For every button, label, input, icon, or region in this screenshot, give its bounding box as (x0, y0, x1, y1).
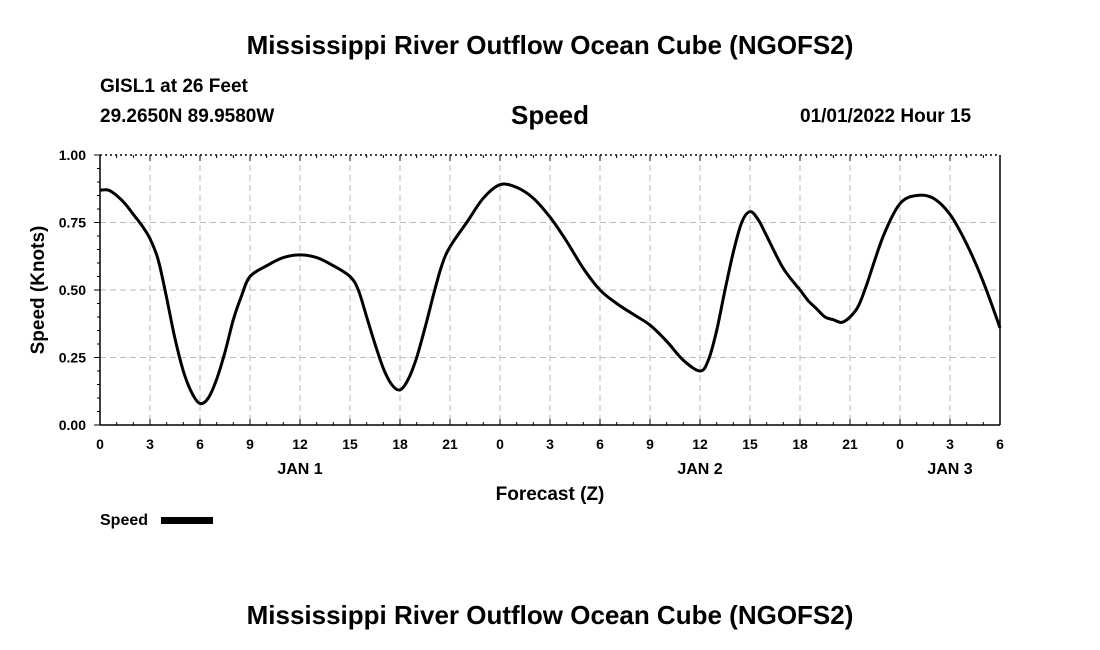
x-tick-labels: 0 3 6 9 12 15 18 21 0 3 6 9 12 15 18 21 0 3 6 (96, 436, 1004, 452)
x-tick-label: 0 (96, 436, 104, 452)
y-tick-labels: 0.00 0.25 0.50 0.75 1.00 (59, 147, 86, 433)
x-tick-label: 6 (596, 436, 604, 452)
legend: Speed (100, 512, 213, 529)
x-tick-label: 3 (946, 436, 954, 452)
x-tick-label: 0 (896, 436, 904, 452)
x-tick-label: 3 (146, 436, 154, 452)
legend-label: Speed (100, 512, 148, 529)
y-tick-label: 0.00 (59, 417, 86, 433)
x-tick-label: 21 (842, 436, 858, 452)
day-label: JAN 1 (277, 461, 322, 478)
x-axis-label: Forecast (Z) (496, 484, 605, 505)
x-tick-label: 9 (246, 436, 254, 452)
station-label: GISL1 at 26 Feet (100, 76, 248, 97)
x-tick-label: 0 (496, 436, 504, 452)
y-tick-label: 1.00 (59, 147, 86, 163)
x-tick-label: 15 (742, 436, 758, 452)
x-tick-label: 6 (196, 436, 204, 452)
day-label: JAN 2 (677, 461, 722, 478)
x-tick-label: 12 (692, 436, 708, 452)
datetime-label: 01/01/2022 Hour 15 (800, 106, 972, 127)
speed-chart: 0 3 6 9 12 15 18 21 0 3 6 9 12 15 18 21 0 3 6 0.00 0.25 0.50… (28, 147, 1004, 529)
series-line-speed (99, 182, 1002, 406)
x-tick-label: 18 (792, 436, 808, 452)
y-tick-label: 0.75 (59, 215, 86, 231)
axes (94, 154, 1001, 426)
day-labels: JAN 1 JAN 2 JAN 3 (277, 461, 972, 478)
y-axis-label: Speed (Knots) (28, 226, 49, 355)
y-tick-label: 0.50 (59, 282, 86, 298)
y-tick-label: 0.25 (59, 350, 86, 366)
x-tick-label: 15 (342, 436, 358, 452)
x-tick-label: 6 (996, 436, 1004, 452)
x-tick-label: 3 (546, 436, 554, 452)
x-tick-label: 12 (292, 436, 308, 452)
coordinates-label: 29.2650N 89.9580W (100, 106, 275, 127)
footer-title: Mississippi River Outflow Ocean Cube (NG… (246, 600, 854, 630)
legend-swatch (161, 517, 213, 524)
page-title: Mississippi River Outflow Ocean Cube (NG… (246, 30, 854, 60)
chart-title: Speed (510, 100, 590, 130)
x-tick-label: 18 (392, 436, 408, 452)
series-layer (99, 182, 1002, 406)
x-tick-label: 9 (646, 436, 654, 452)
day-label: JAN 3 (927, 461, 972, 478)
x-tick-label: 21 (442, 436, 458, 452)
